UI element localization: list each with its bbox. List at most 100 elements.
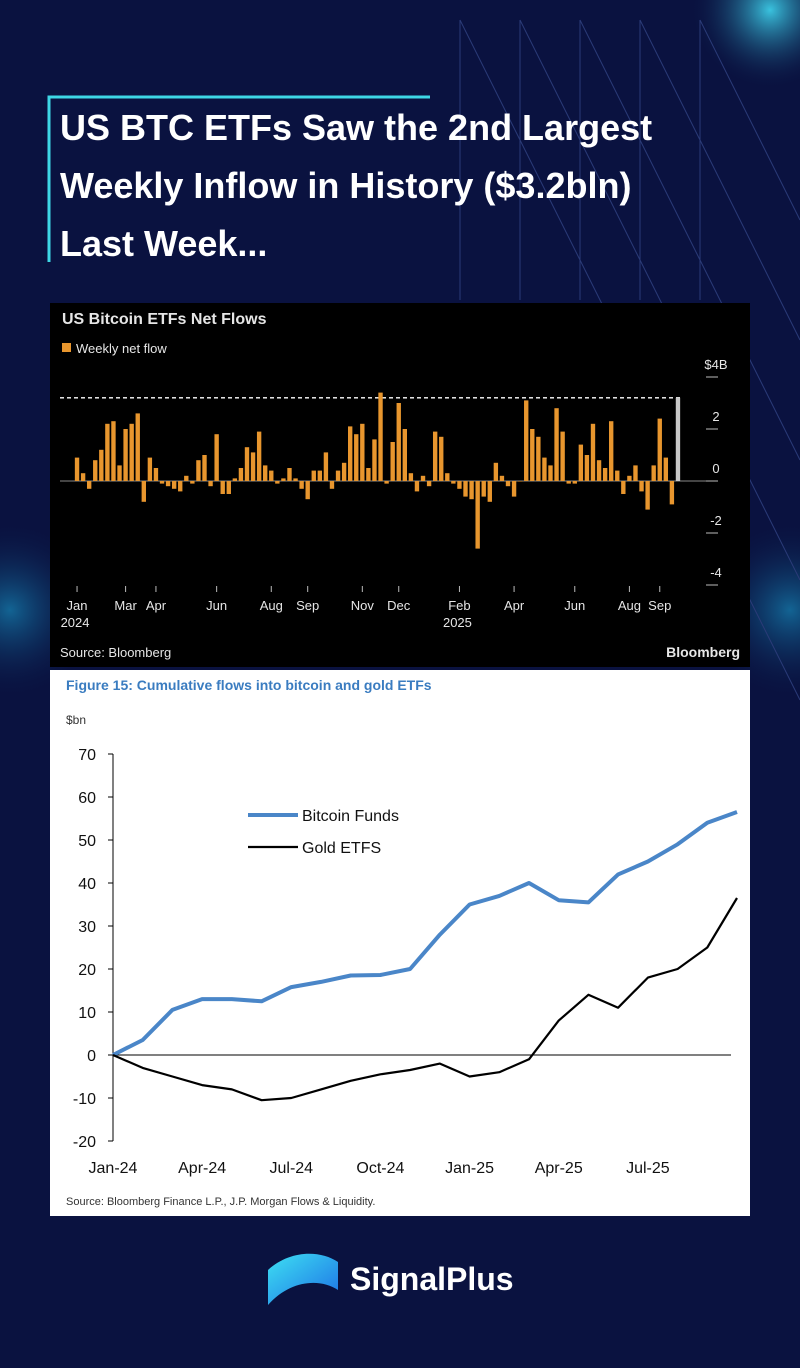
bar <box>135 413 140 481</box>
bar <box>615 470 620 481</box>
x-tick-label: Aug <box>618 598 641 613</box>
bar <box>554 408 559 481</box>
bar <box>226 481 231 494</box>
y-tick-label: 0 <box>87 1048 96 1065</box>
bar <box>542 457 547 481</box>
cumulative-chart: Figure 15: Cumulative flows into bitcoin… <box>50 670 750 1216</box>
bar <box>548 465 553 481</box>
bar <box>481 481 486 497</box>
x-tick-label: Feb <box>448 598 470 613</box>
bar <box>244 447 250 481</box>
legend-label: Weekly net flow <box>76 341 167 356</box>
bar <box>171 481 177 489</box>
x-tick-label: Jun <box>206 598 227 613</box>
chart-title: US Bitcoin ETFs Net Flows <box>62 311 267 328</box>
glow <box>690 0 800 90</box>
bar <box>408 473 414 481</box>
source: Source: Bloomberg <box>60 645 171 660</box>
x-tick-label: Jul-24 <box>269 1160 313 1177</box>
logo <box>268 1253 338 1305</box>
x-tick-label: Jan-25 <box>445 1160 494 1177</box>
bar <box>329 481 335 489</box>
bar <box>311 470 316 481</box>
bar <box>232 478 238 481</box>
bar <box>390 442 395 481</box>
y-tick-label: 60 <box>78 790 96 807</box>
bar <box>511 481 517 497</box>
bar <box>621 481 626 494</box>
y-tick-label: 0 <box>712 461 719 476</box>
bar <box>602 468 608 481</box>
bar <box>269 470 274 481</box>
y-tick-label: $4B <box>704 357 727 372</box>
bar <box>372 439 377 481</box>
bar <box>524 400 529 481</box>
x-tick-label: Mar <box>114 598 137 613</box>
x-tick-label: Sep <box>648 598 671 613</box>
series-line <box>112 897 738 1102</box>
bar <box>147 457 153 481</box>
bar <box>402 429 408 481</box>
y-tick-label: -2 <box>710 513 722 528</box>
bar <box>93 460 98 481</box>
bar <box>384 481 389 484</box>
bar <box>360 423 365 481</box>
y-tick-label: 50 <box>78 833 96 850</box>
headline-frame <box>47 95 430 262</box>
bar <box>445 473 450 481</box>
bar <box>117 465 122 481</box>
bar <box>499 475 505 481</box>
y-tick-label: -4 <box>710 565 722 580</box>
bar <box>123 429 128 481</box>
y-tick-label: -10 <box>73 1091 96 1108</box>
chart-panel <box>50 670 750 1216</box>
y-axis-label: $bn <box>66 713 86 727</box>
flows-chart: US Bitcoin ETFs Net Flows Weekly net flo… <box>50 303 750 667</box>
series-line <box>112 810 738 1057</box>
bar <box>669 481 675 505</box>
bar <box>281 478 286 481</box>
legend-swatch <box>62 343 71 352</box>
bar <box>475 481 480 549</box>
bar <box>396 403 401 481</box>
x-tick-label: Oct-24 <box>356 1160 404 1177</box>
bar <box>129 423 134 481</box>
bar <box>111 421 116 481</box>
bar <box>208 481 213 487</box>
bar <box>214 434 219 481</box>
y-tick-label: 10 <box>78 1005 96 1022</box>
bar <box>335 470 341 481</box>
bar <box>675 397 681 481</box>
bar <box>627 475 632 481</box>
bar <box>578 444 584 481</box>
y-tick-label: 40 <box>78 876 96 893</box>
bar <box>469 481 474 500</box>
bar <box>463 481 468 497</box>
x-tick-label: Jun <box>564 598 585 613</box>
x-tick-label: Apr <box>504 598 525 613</box>
bar <box>651 465 656 481</box>
bar <box>178 481 183 492</box>
bar <box>645 481 650 510</box>
bar <box>487 481 492 502</box>
bar <box>256 431 262 481</box>
legend-label: Gold ETFS <box>302 840 381 857</box>
bar <box>432 431 438 481</box>
y-tick-label: -20 <box>73 1134 96 1151</box>
x-tick-label: Apr-25 <box>535 1160 583 1177</box>
bar <box>451 481 456 484</box>
bar <box>153 468 159 481</box>
bar <box>86 481 92 489</box>
bar <box>159 481 165 484</box>
legend-label: Bitcoin Funds <box>302 808 399 825</box>
brand-name: SignalPlus <box>350 1261 514 1297</box>
bar <box>414 481 420 492</box>
x-year-label: 2024 <box>61 615 90 630</box>
credit: Bloomberg <box>666 644 740 660</box>
bar <box>317 470 323 481</box>
bar <box>202 455 207 481</box>
bar <box>299 481 304 489</box>
source: Source: Bloomberg Finance L.P., J.P. Mor… <box>66 1196 375 1208</box>
